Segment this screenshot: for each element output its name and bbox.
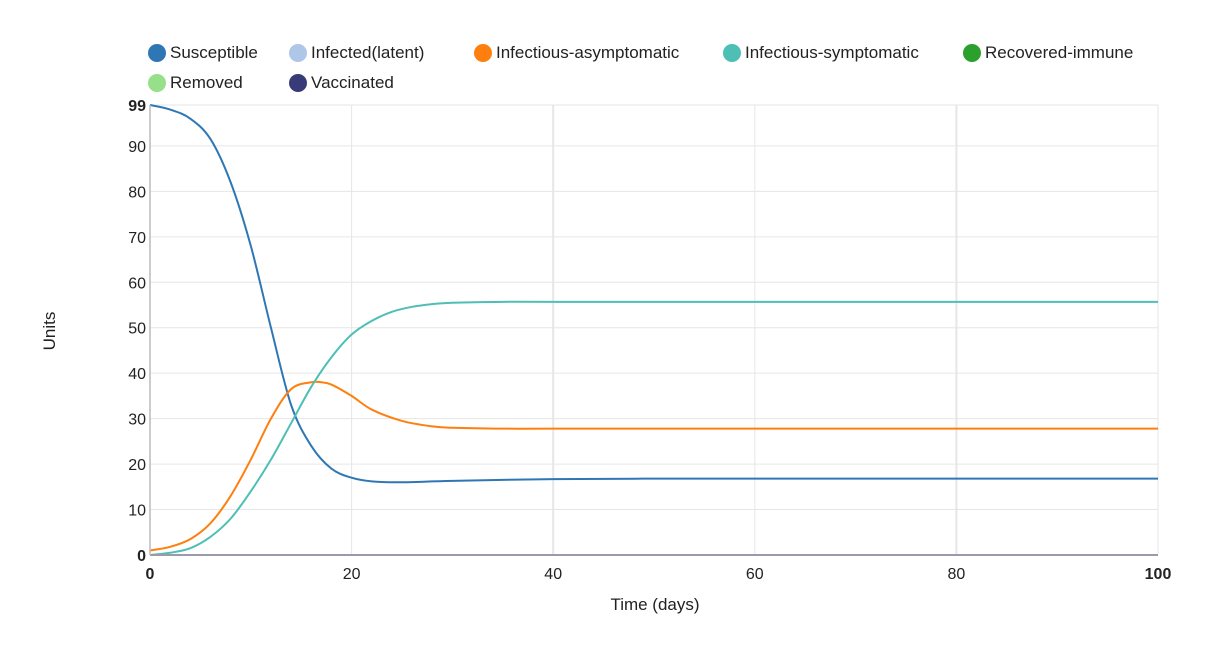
legend-item-infectious-symptomatic[interactable]: Infectious-symptomatic (723, 43, 919, 63)
chart-legend: Susceptible Infected(latent) Infectious-as… (0, 0, 1219, 100)
x-tick-label: 0 (146, 566, 155, 583)
y-tick-label: 40 (128, 366, 146, 383)
grid-lines (150, 104, 1159, 555)
y-tick-label: 80 (128, 184, 146, 201)
legend-item-vaccinated[interactable]: Vaccinated (289, 73, 394, 93)
legend-label: Infectious-asymptomatic (496, 43, 680, 62)
y-tick-label: 30 (128, 412, 146, 429)
y-tick-label: 90 (128, 139, 146, 156)
x-tick-label: 60 (746, 566, 764, 583)
y-tick-label: 20 (128, 457, 146, 474)
x-tick-label: 80 (948, 566, 966, 583)
legend-swatch (148, 74, 166, 92)
legend-item-infectious-asymptomatic[interactable]: Infectious-asymptomatic (474, 43, 679, 63)
x-axis-label: Time (days) (610, 595, 699, 614)
axes: 0 10 20 30 40 50 60 70 80 90 99 0 20 40 60 80 100 (128, 98, 1171, 583)
series-line-infectious-asymptomatic (149, 380, 1158, 552)
legend-swatch (148, 44, 166, 62)
legend-label: Removed (170, 73, 243, 92)
legend-label: Infectious-symptomatic (745, 43, 919, 62)
legend-swatch (963, 44, 981, 62)
legend-label: Vaccinated (311, 73, 394, 92)
legend-item-infected-latent[interactable]: Infected(latent) (289, 43, 424, 63)
x-tick-label: 40 (544, 566, 562, 583)
series-line-susceptible (149, 104, 1158, 484)
legend-swatch (474, 44, 492, 62)
legend-label: Susceptible (170, 43, 258, 62)
legend-label: Recovered-immune (985, 43, 1134, 62)
y-tick-label: 0 (137, 548, 146, 565)
y-tick-label: 50 (128, 321, 146, 338)
y-axis-label: Units (40, 312, 59, 351)
y-tick-label: 70 (128, 230, 146, 247)
legend-label: Infected(latent) (311, 43, 425, 62)
legend-swatch (289, 44, 307, 62)
legend-swatch (289, 74, 307, 92)
series-layer (149, 104, 1158, 556)
legend-swatch (723, 44, 741, 62)
legend-item-recovered-immune[interactable]: Recovered-immune (963, 43, 1133, 63)
legend-item-susceptible[interactable]: Susceptible (148, 43, 258, 63)
y-tick-label: 10 (128, 503, 146, 520)
series-line-infectious-symptomatic (149, 300, 1158, 556)
legend-item-removed[interactable]: Removed (148, 73, 243, 93)
y-tick-label: 60 (128, 275, 146, 292)
x-tick-label: 20 (343, 566, 361, 583)
y-tick-label: 99 (128, 98, 146, 115)
x-tick-label: 100 (1145, 566, 1172, 583)
